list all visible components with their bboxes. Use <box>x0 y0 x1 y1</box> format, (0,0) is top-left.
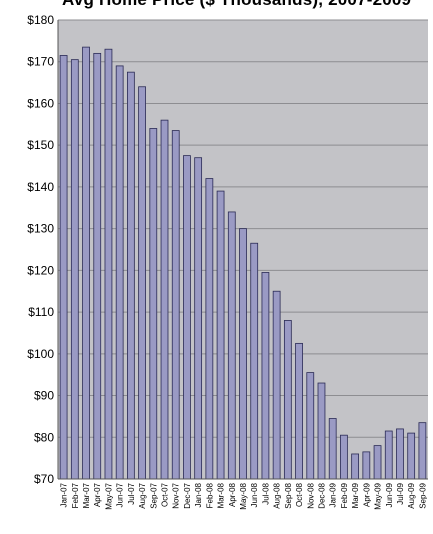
x-tick-label: Jan-07 <box>60 482 69 507</box>
chart-title: Avg Home Price ($ Thousands), 2007-2009 <box>62 0 411 10</box>
bar <box>384 430 393 480</box>
x-tick-label: Nov-08 <box>306 482 315 508</box>
bar <box>205 178 214 480</box>
x-tick-label: Aug-09 <box>407 482 416 508</box>
y-tick-label: $70 <box>34 472 54 486</box>
bar <box>306 372 315 480</box>
x-tick-label: Mar-09 <box>351 482 360 508</box>
bar <box>328 418 337 480</box>
x-tick-label: Oct-07 <box>161 482 170 507</box>
bar <box>93 52 102 480</box>
x-tick-label: Feb-08 <box>205 482 214 508</box>
x-tick-label: Jul-07 <box>127 482 136 504</box>
bar <box>317 382 326 480</box>
x-tick-label: Nov-07 <box>172 482 181 508</box>
y-tick-label: $110 <box>28 305 54 319</box>
y-tick-label: $150 <box>27 138 54 152</box>
y-tick-label: $80 <box>34 430 54 444</box>
bar <box>149 128 158 480</box>
x-tick-label: Feb-09 <box>340 482 349 508</box>
x-tick-label: Dec-08 <box>317 482 326 508</box>
bar <box>171 130 180 480</box>
x-tick-label: Jan-08 <box>194 482 203 507</box>
x-tick-label: Dec-07 <box>183 482 192 508</box>
x-tick-label: Jul-08 <box>261 482 270 504</box>
y-tick-label: $120 <box>27 263 54 277</box>
bar <box>340 434 348 480</box>
x-tick-label: Jun-07 <box>116 482 125 507</box>
bar <box>250 242 259 480</box>
x-tick-label: Sep-07 <box>149 482 158 508</box>
x-tick-label: Mar-07 <box>82 482 91 508</box>
x-tick-label: Apr-07 <box>93 482 102 507</box>
x-tick-label: Oct-08 <box>295 482 304 507</box>
bar <box>59 55 68 480</box>
x-tick-label: May-08 <box>239 482 248 509</box>
bar <box>295 342 303 480</box>
bar <box>216 190 225 480</box>
bars <box>59 46 427 480</box>
x-tick-label: Jan-09 <box>329 482 338 507</box>
bar <box>183 155 191 480</box>
x-axis-ticks: Jan-07 Feb-07 Mar-07 Apr-07 May-07 Jun-07 Jul-… <box>60 482 428 509</box>
bar <box>194 157 203 480</box>
bar <box>261 272 270 480</box>
x-tick-label: Jun-08 <box>250 482 259 507</box>
x-tick-label: Aug-07 <box>138 482 147 508</box>
y-tick-label: $90 <box>34 389 54 403</box>
x-tick-label: May-07 <box>104 482 113 509</box>
y-tick-label: $160 <box>27 96 54 110</box>
bar <box>227 211 236 480</box>
y-tick-label: $180 <box>27 13 54 27</box>
x-tick-label: Sep-09 <box>418 482 427 508</box>
x-tick-label: Aug-08 <box>273 482 282 508</box>
bar <box>373 445 382 480</box>
bar <box>396 428 404 480</box>
x-tick-label: Apr-09 <box>362 482 371 507</box>
bar <box>104 48 113 480</box>
bar <box>418 422 427 480</box>
bar <box>239 228 247 480</box>
axes <box>57 20 428 480</box>
bar <box>138 86 146 480</box>
chart-title-strip: Avg Home Price ($ Thousands), 2007-2009 <box>0 0 433 12</box>
y-tick-label: $140 <box>27 180 54 194</box>
bar <box>160 119 169 480</box>
bar <box>407 432 416 480</box>
x-tick-label: May-09 <box>374 482 383 509</box>
bar <box>283 320 292 480</box>
bar <box>362 451 371 480</box>
x-tick-label: Jul-09 <box>396 482 405 504</box>
y-axis-ticks: $70 $80 $90 $100 $110 $120 $130 $140 $150 $160 $17… <box>27 13 54 486</box>
y-tick-label: $100 <box>27 347 54 361</box>
x-tick-label: Jun-09 <box>385 482 394 507</box>
bar <box>351 453 359 480</box>
x-tick-label: Feb-07 <box>71 482 80 508</box>
y-tick-label: $170 <box>27 55 54 69</box>
bar <box>272 290 281 480</box>
x-tick-label: Apr-08 <box>228 482 237 507</box>
bar <box>70 59 79 480</box>
bar <box>115 65 124 480</box>
x-tick-label: Mar-08 <box>217 482 226 508</box>
bar <box>82 46 90 480</box>
x-tick-label: Sep-08 <box>284 482 293 508</box>
bar <box>127 71 135 480</box>
y-tick-label: $130 <box>27 222 54 236</box>
